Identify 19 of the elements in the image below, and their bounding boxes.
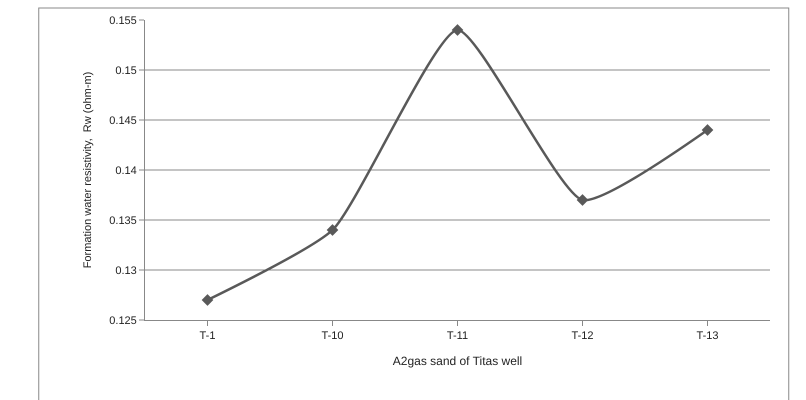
y-tick-label: 0.13 xyxy=(115,264,137,277)
point xyxy=(326,224,338,236)
x-tick-label: T-13 xyxy=(696,330,719,342)
point xyxy=(702,124,714,136)
y-axis-title: Formation water resistivity, Rw (ohm-m) xyxy=(82,72,94,268)
y-tick-label: 0.155 xyxy=(109,14,137,27)
y-tick-label: 0.125 xyxy=(109,314,137,327)
x-axis-title: A2gas sand of Titas well xyxy=(392,354,522,368)
y-tick-label: 0.135 xyxy=(109,214,137,227)
point xyxy=(576,194,588,206)
y-tick-label: 0.14 xyxy=(115,164,137,177)
x-tick-label: T-12 xyxy=(571,330,594,342)
y-tick-label: 0.15 xyxy=(115,64,137,77)
point xyxy=(202,294,214,306)
x-tick-label: T-1 xyxy=(200,330,216,342)
y-tick-label: 0.145 xyxy=(109,114,137,127)
x-tick-label: T-11 xyxy=(446,330,468,342)
x-tick-label: T-10 xyxy=(321,330,344,342)
point xyxy=(452,24,464,36)
